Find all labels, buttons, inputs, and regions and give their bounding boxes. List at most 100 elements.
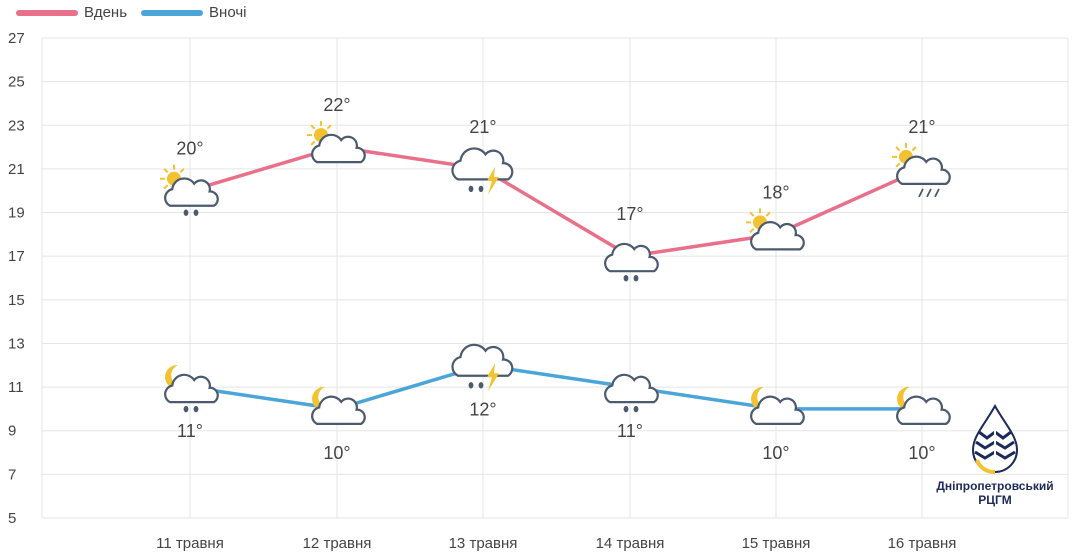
- moon-cloud-icon: [750, 386, 805, 426]
- y-tick-label: 19: [8, 205, 25, 222]
- sleet-streak: [934, 188, 940, 198]
- y-tick-label: 27: [8, 30, 25, 47]
- rain-drop: [183, 209, 189, 216]
- y-tick-label: 9: [8, 423, 16, 440]
- sun-ray: [749, 228, 755, 233]
- y-tick-label: 5: [8, 510, 16, 527]
- legend-label-day: Вдень: [84, 4, 128, 21]
- day-temp-label: 17°: [616, 204, 643, 224]
- rain-drop: [623, 405, 629, 413]
- sun-ray: [310, 124, 316, 130]
- night-temp-label: 10°: [762, 443, 789, 463]
- cloud-shape: [604, 373, 659, 404]
- cloud-shape: [311, 395, 366, 426]
- legend-item-night[interactable]: Вночі: [141, 4, 246, 21]
- night-temp-label: 11°: [617, 421, 643, 441]
- sun-ray: [749, 211, 755, 217]
- lightning-bolt: [487, 166, 499, 195]
- moon-shape: [165, 365, 186, 390]
- day-temp-label: 20°: [176, 139, 203, 159]
- moon-cloud-icon: [311, 386, 366, 426]
- sun-ray: [163, 184, 169, 190]
- day-temp-label: 18°: [762, 182, 789, 202]
- night-temp-label: 11°: [177, 421, 203, 441]
- cloud-rain-icon: [604, 373, 659, 413]
- sun-ray: [765, 211, 771, 217]
- x-tick-label: 11 травня: [156, 535, 224, 552]
- x-tick-label: 15 травня: [742, 535, 811, 552]
- rain-drop: [623, 274, 629, 282]
- y-tick-label: 13: [8, 335, 25, 352]
- moon-cloud-icon: [896, 386, 951, 426]
- legend-swatch-night: [141, 9, 204, 16]
- rain-drop: [193, 405, 199, 413]
- sun-cloud-rain-icon: [160, 164, 219, 216]
- rain-drop: [633, 405, 639, 413]
- thunderstorm-rain-icon: [451, 343, 514, 392]
- moon-cloud-rain-icon: [164, 365, 219, 413]
- sun-ray: [895, 162, 901, 168]
- x-tick-label: 16 травня: [888, 535, 957, 552]
- cloud-shape: [750, 395, 805, 426]
- cloud-shape: [451, 343, 514, 377]
- cloud-shape: [750, 221, 805, 251]
- sun-ray: [911, 146, 917, 152]
- cloud-shape: [896, 155, 951, 186]
- rain-drop: [478, 382, 484, 389]
- y-tick-label: 23: [8, 117, 25, 134]
- logo-title: Дніпропетровський: [936, 479, 1054, 493]
- night-temp-label: 10°: [908, 443, 935, 463]
- sun-ray: [179, 168, 185, 174]
- cloud-shape: [164, 373, 219, 404]
- legend: Вдень Вночі: [16, 4, 246, 21]
- day-temp-label: 21°: [908, 117, 935, 137]
- sun-ray: [895, 146, 901, 152]
- y-tick-label: 21: [8, 161, 25, 178]
- rcgm-logo: Дніпропетровський РЦГМ: [920, 402, 1070, 522]
- moon-shape: [897, 386, 918, 411]
- x-tick-label: 13 травня: [449, 535, 518, 552]
- y-tick-label: 15: [8, 292, 25, 309]
- y-tick-label: 7: [8, 466, 16, 483]
- sun-cloud-icon: [746, 208, 805, 251]
- logo-subtitle: РЦГМ: [978, 493, 1012, 507]
- y-tick-label: 11: [8, 379, 24, 396]
- drop-logo-icon: [971, 403, 1019, 474]
- sun-ray: [163, 168, 169, 174]
- cloud-rain-icon: [604, 242, 659, 282]
- rain-drop: [468, 382, 474, 389]
- rain-drop: [193, 209, 199, 216]
- day-temp-label: 22°: [323, 95, 350, 115]
- night-temp-label: 12°: [469, 399, 496, 419]
- night-temp-label: 10°: [323, 443, 350, 463]
- sun-cloud-sleet-icon: [892, 142, 951, 198]
- cloud-shape: [604, 242, 659, 273]
- cloud-shape: [896, 395, 951, 426]
- rain-drop: [183, 405, 189, 413]
- sleet-streak: [926, 188, 932, 198]
- x-tick-label: 12 травня: [303, 535, 372, 552]
- thunderstorm-rain-icon: [451, 147, 514, 195]
- rain-drop: [633, 274, 639, 282]
- cloud-shape: [164, 177, 219, 207]
- moon-shape: [751, 386, 772, 411]
- moon-shape: [312, 386, 333, 411]
- sun-ray: [326, 124, 332, 130]
- day-temp-label: 21°: [469, 117, 496, 137]
- legend-swatch-day: [16, 9, 78, 16]
- legend-label-night: Вночі: [209, 4, 247, 21]
- day-series-line: [189, 145, 923, 258]
- cloud-shape: [451, 147, 514, 181]
- sun-cloud-icon: [307, 121, 366, 164]
- rain-drop: [468, 185, 474, 193]
- rain-drop: [478, 185, 484, 193]
- y-tick-label: 25: [8, 74, 25, 91]
- cloud-shape: [311, 133, 366, 164]
- legend-item-day[interactable]: Вдень: [16, 4, 127, 21]
- sun-ray: [310, 140, 316, 146]
- x-tick-label: 14 травня: [596, 535, 665, 552]
- night-series-line: [189, 363, 922, 411]
- y-tick-label: 17: [8, 248, 25, 265]
- sleet-streak: [918, 188, 924, 198]
